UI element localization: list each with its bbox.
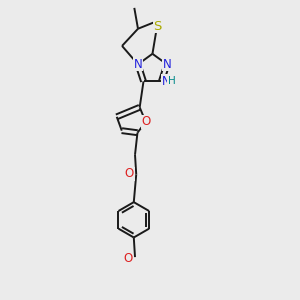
Text: O: O (141, 116, 150, 128)
Text: N: N (161, 75, 170, 88)
Text: O: O (123, 252, 132, 265)
Text: N: N (134, 58, 142, 71)
Text: H: H (168, 76, 176, 86)
Text: S: S (153, 20, 161, 33)
Text: O: O (125, 167, 134, 180)
Text: N: N (163, 58, 171, 71)
